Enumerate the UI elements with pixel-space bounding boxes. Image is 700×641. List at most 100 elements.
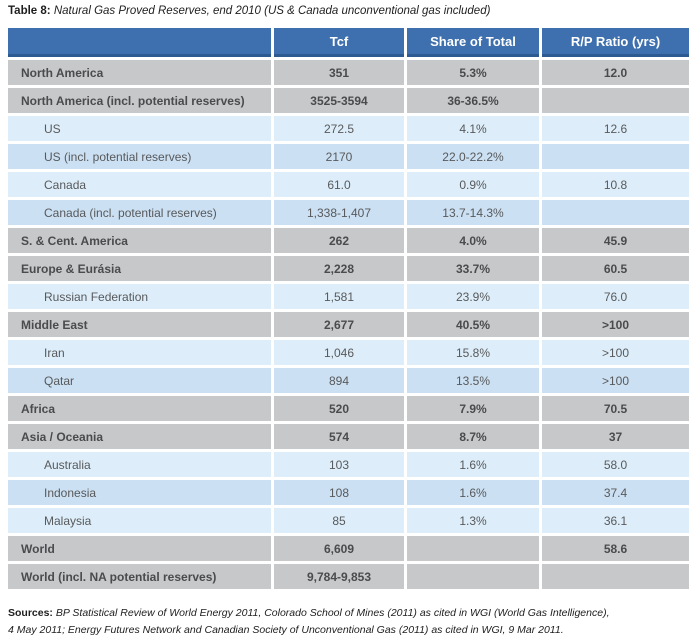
table-title-label: Table 8: — [8, 5, 51, 17]
cell-share: 15.8% — [407, 340, 539, 365]
cell-rp: 12.6 — [542, 116, 689, 141]
table-row: Russian Federation 1,581 23.9% 76.0 — [8, 284, 689, 309]
header-cell-blank — [8, 28, 271, 57]
table-title-caption: Natural Gas Proved Reserves, end 2010 (U… — [53, 5, 491, 17]
cell-label: Canada (incl. potential reserves) — [8, 200, 271, 225]
cell-share: 4.1% — [407, 116, 539, 141]
cell-label: Africa — [8, 396, 271, 421]
reserves-table: Tcf Share of Total R/P Ratio (yrs) North… — [5, 25, 692, 592]
cell-share: 1.6% — [407, 480, 539, 505]
cell-share: 0.9% — [407, 172, 539, 197]
cell-rp — [542, 564, 689, 589]
cell-label: Iran — [8, 340, 271, 365]
sources-note: Sources: BP Statistical Review of World … — [8, 605, 609, 639]
header-cell-tcf: Tcf — [274, 28, 404, 57]
cell-share: 7.9% — [407, 396, 539, 421]
cell-rp: >100 — [542, 312, 689, 337]
table-row: Qatar 894 13.5% >100 — [8, 368, 689, 393]
cell-tcf: 351 — [274, 60, 404, 85]
table-row: Malaysia 85 1.3% 36.1 — [8, 508, 689, 533]
cell-tcf: 103 — [274, 452, 404, 477]
table-row: US (incl. potential reserves) 2170 22.0-22… — [8, 144, 689, 169]
cell-label: US — [8, 116, 271, 141]
cell-label: Canada — [8, 172, 271, 197]
cell-share — [407, 564, 539, 589]
cell-tcf: 1,046 — [274, 340, 404, 365]
table-row: North America 351 5.3% 12.0 — [8, 60, 689, 85]
cell-share: 1.3% — [407, 508, 539, 533]
cell-label: North America — [8, 60, 271, 85]
sources-label: Sources: — [8, 607, 53, 619]
cell-label: Malaysia — [8, 508, 271, 533]
table-body: North America 351 5.3% 12.0 North America (i… — [8, 60, 689, 589]
sources-text-2: 4 May 2011; Energy Futures Network and C… — [8, 624, 564, 636]
cell-label: World — [8, 536, 271, 561]
table-row: US 272.5 4.1% 12.6 — [8, 116, 689, 141]
cell-rp: >100 — [542, 368, 689, 393]
sources-line-2: 4 May 2011; Energy Futures Network and C… — [8, 622, 609, 639]
cell-tcf: 1,338-1,407 — [274, 200, 404, 225]
table-row: Canada 61.0 0.9% 10.8 — [8, 172, 689, 197]
cell-rp: 37 — [542, 424, 689, 449]
cell-label: Russian Federation — [8, 284, 271, 309]
table-row: Canada (incl. potential reserves) 1,338-1… — [8, 200, 689, 225]
cell-rp: 10.8 — [542, 172, 689, 197]
cell-tcf: 6,609 — [274, 536, 404, 561]
cell-label: Middle East — [8, 312, 271, 337]
cell-share: 36-36.5% — [407, 88, 539, 113]
cell-share: 23.9% — [407, 284, 539, 309]
cell-rp: 12.0 — [542, 60, 689, 85]
cell-rp: 70.5 — [542, 396, 689, 421]
header-row: Tcf Share of Total R/P Ratio (yrs) — [8, 28, 689, 57]
cell-rp — [542, 200, 689, 225]
cell-rp: 36.1 — [542, 508, 689, 533]
cell-label: Indonesia — [8, 480, 271, 505]
cell-label: US (incl. potential reserves) — [8, 144, 271, 169]
table-title: Table 8: Natural Gas Proved Reserves, en… — [8, 5, 490, 17]
cell-label: S. & Cent. America — [8, 228, 271, 253]
cell-tcf: 2,228 — [274, 256, 404, 281]
cell-tcf: 262 — [274, 228, 404, 253]
cell-rp: 37.4 — [542, 480, 689, 505]
cell-tcf: 272.5 — [274, 116, 404, 141]
cell-label: Qatar — [8, 368, 271, 393]
table-row: Europe & Eurásia 2,228 33.7% 60.5 — [8, 256, 689, 281]
cell-share: 8.7% — [407, 424, 539, 449]
cell-share: 4.0% — [407, 228, 539, 253]
table-row: World 6,609 58.6 — [8, 536, 689, 561]
cell-tcf: 61.0 — [274, 172, 404, 197]
cell-rp: 45.9 — [542, 228, 689, 253]
cell-rp: 58.0 — [542, 452, 689, 477]
cell-tcf: 9,784-9,853 — [274, 564, 404, 589]
cell-label: World (incl. NA potential reserves) — [8, 564, 271, 589]
cell-share: 22.0-22.2% — [407, 144, 539, 169]
cell-share: 5.3% — [407, 60, 539, 85]
cell-rp: >100 — [542, 340, 689, 365]
cell-tcf: 108 — [274, 480, 404, 505]
cell-share: 33.7% — [407, 256, 539, 281]
cell-tcf: 894 — [274, 368, 404, 393]
table-row: Asia / Oceania 574 8.7% 37 — [8, 424, 689, 449]
cell-label: North America (incl. potential reserves) — [8, 88, 271, 113]
cell-rp — [542, 88, 689, 113]
cell-tcf: 85 — [274, 508, 404, 533]
table-row: Middle East 2,677 40.5% >100 — [8, 312, 689, 337]
table-row: Iran 1,046 15.8% >100 — [8, 340, 689, 365]
header-cell-rp: R/P Ratio (yrs) — [542, 28, 689, 57]
cell-label: Asia / Oceania — [8, 424, 271, 449]
cell-label: Europe & Eurásia — [8, 256, 271, 281]
cell-share: 13.7-14.3% — [407, 200, 539, 225]
cell-share: 1.6% — [407, 452, 539, 477]
cell-share: 13.5% — [407, 368, 539, 393]
cell-tcf: 574 — [274, 424, 404, 449]
table-row: Australia 103 1.6% 58.0 — [8, 452, 689, 477]
sources-line-1: Sources: BP Statistical Review of World … — [8, 605, 609, 622]
cell-rp — [542, 144, 689, 169]
header-cell-share: Share of Total — [407, 28, 539, 57]
cell-tcf: 2170 — [274, 144, 404, 169]
cell-rp: 58.6 — [542, 536, 689, 561]
sources-text-1: BP Statistical Review of World Energy 20… — [55, 607, 610, 619]
cell-label: Australia — [8, 452, 271, 477]
cell-rp: 60.5 — [542, 256, 689, 281]
